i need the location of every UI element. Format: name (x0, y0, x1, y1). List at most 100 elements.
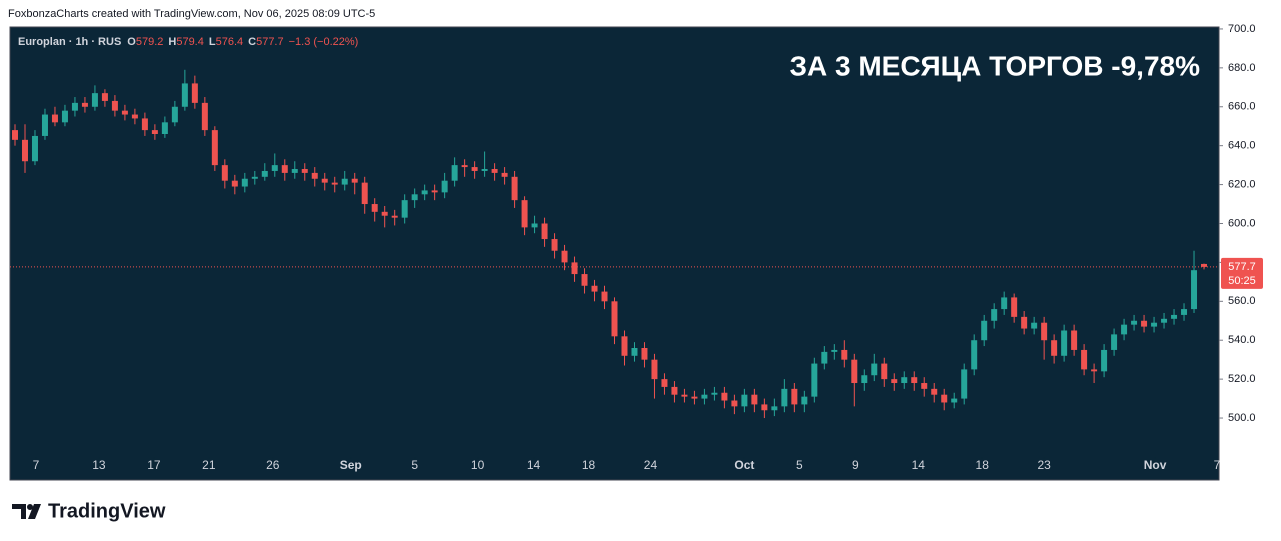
candle-body (1071, 330, 1078, 350)
x-tick-label: 5 (796, 458, 803, 472)
y-tick-label: 500.0 (1228, 412, 1256, 424)
candle-body (511, 176, 518, 201)
x-tick-label: Sep (340, 458, 362, 472)
candle-body (311, 172, 318, 179)
candle-body (571, 262, 578, 275)
candle-body (431, 190, 438, 193)
candle-body (711, 392, 718, 395)
candle-body (801, 396, 808, 405)
candle-body (501, 172, 508, 177)
x-tick-label: 7 (33, 458, 40, 472)
x-tick-label: 7 (1214, 458, 1221, 472)
y-tick-label: 660.0 (1228, 101, 1256, 113)
candle-body (1171, 314, 1178, 319)
footer-logo-icon (12, 504, 41, 519)
candle-body (411, 194, 418, 201)
x-tick-label: Oct (734, 458, 754, 472)
candle-body (551, 239, 558, 251)
x-tick-label: Nov (1144, 458, 1167, 472)
candle-body (691, 396, 698, 399)
legend-value: 577.7 (256, 36, 284, 48)
candle-body (71, 102, 78, 111)
candle-body (371, 204, 378, 212)
candle-body (871, 363, 878, 376)
x-tick-label: 9 (852, 458, 859, 472)
y-tick-label: 680.0 (1228, 62, 1256, 74)
candle-body (1191, 270, 1198, 310)
candle-body (241, 178, 248, 187)
candle-body (451, 165, 458, 181)
price-tag-value: 577.7 (1228, 261, 1256, 273)
y-tick-label: 520.0 (1228, 373, 1256, 385)
candle-body (681, 394, 688, 397)
x-tick-label: 17 (147, 458, 161, 472)
y-tick-label: 540.0 (1228, 334, 1256, 346)
candle-body (1011, 297, 1018, 317)
y-tick-label: 560.0 (1228, 295, 1256, 307)
candle-body (1161, 318, 1168, 323)
x-tick-label: 23 (1037, 458, 1051, 472)
candle-body (771, 406, 778, 411)
candle-body (401, 200, 408, 218)
x-tick-label: 21 (202, 458, 216, 472)
candle-body (281, 165, 288, 173)
candle-body (111, 100, 118, 111)
candle-body (1151, 322, 1158, 327)
candle-body (941, 394, 948, 403)
candle-body (661, 379, 668, 387)
legend-value: 579.4 (176, 36, 204, 48)
x-tick-label: 14 (912, 458, 926, 472)
legend-label: L (209, 36, 216, 48)
candle-body (301, 169, 308, 173)
candle-body (221, 165, 228, 181)
candle-body (911, 377, 918, 384)
candle-body (361, 182, 368, 205)
candle-body (721, 392, 728, 401)
candle-body (491, 169, 498, 173)
chart-pane (9, 26, 1220, 481)
legend-value: 576.4 (216, 36, 244, 48)
candle-body (521, 200, 528, 228)
candle-body (331, 182, 338, 185)
symbol: Europlan · 1h · RUS (18, 36, 121, 48)
candle-body (321, 178, 328, 183)
candle-body (231, 180, 238, 187)
candle-body (841, 349, 848, 360)
candle-body (1031, 322, 1038, 329)
candle-body (701, 394, 708, 399)
candle-body (181, 83, 188, 107)
candle-body (651, 359, 658, 380)
candle-body (731, 400, 738, 407)
candle-body (991, 309, 998, 321)
candle-body (561, 250, 568, 263)
candle-body (41, 114, 48, 136)
candle-body (421, 190, 428, 195)
candle-body (951, 398, 958, 403)
x-tick-label: 5 (411, 458, 418, 472)
x-tick-label: 26 (266, 458, 280, 472)
candle-body (591, 285, 598, 292)
candle-body (751, 394, 758, 405)
legend-label: C (248, 36, 256, 48)
candle-body (211, 130, 218, 166)
x-tick-label: 13 (92, 458, 106, 472)
candle-body (901, 377, 908, 384)
candle-body (1101, 349, 1108, 372)
candle-body (881, 363, 888, 380)
candle-body (171, 106, 178, 123)
candle-body (11, 130, 18, 140)
candle-body (931, 388, 938, 395)
candle-body (191, 83, 198, 103)
candle-body (811, 363, 818, 397)
price-tag-countdown: 50:25 (1228, 275, 1256, 287)
candle-body (581, 274, 588, 286)
candle-body (391, 215, 398, 218)
candle-body (861, 375, 868, 384)
candle-body (1081, 349, 1088, 370)
candle-body (671, 386, 678, 395)
x-tick-label: 10 (471, 458, 485, 472)
candle-body (1181, 309, 1188, 315)
candle-body (1111, 334, 1118, 350)
candle-body (351, 178, 358, 183)
